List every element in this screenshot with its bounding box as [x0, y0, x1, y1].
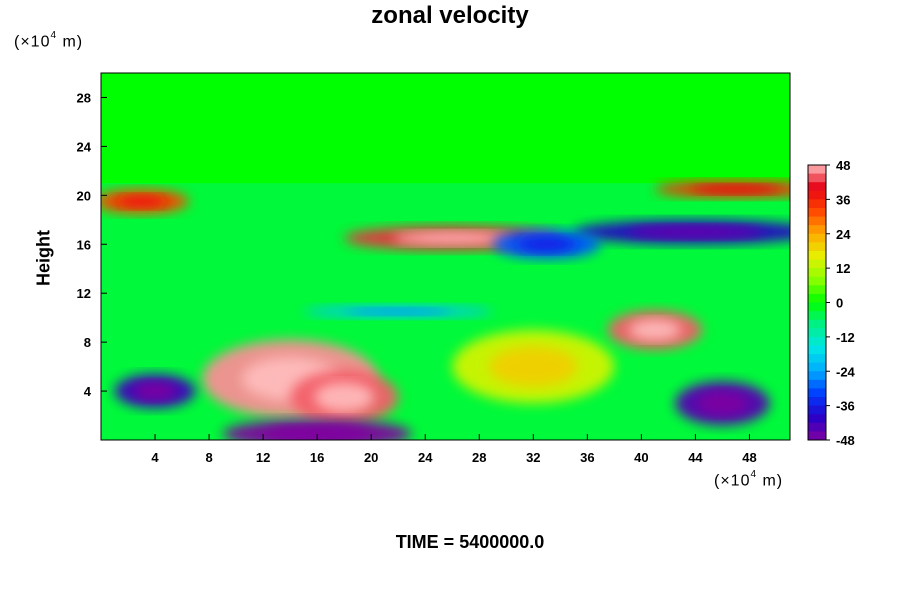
- colorbar-segment: [808, 285, 826, 295]
- colorbar-tick-label: 12: [836, 261, 850, 276]
- colorbar-segment: [808, 182, 826, 192]
- x-tick-label: 40: [634, 450, 648, 465]
- colorbar-segment: [808, 336, 826, 346]
- x-tick-label: 48: [742, 450, 756, 465]
- x-tick-label: 12: [256, 450, 270, 465]
- y-unit-label: (×104 m): [14, 30, 84, 51]
- x-tick-label: 16: [310, 450, 324, 465]
- colorbar-segment: [808, 354, 826, 364]
- velocity-feature-core: [115, 194, 168, 209]
- colorbar-segment: [808, 405, 826, 415]
- x-tick-label: 8: [205, 450, 212, 465]
- colorbar-segment: [808, 379, 826, 389]
- colorbar-segment: [808, 328, 826, 338]
- velocity-feature-core: [517, 236, 577, 253]
- colorbar-segment: [808, 165, 826, 175]
- colorbar-tick-label: -12: [836, 330, 855, 345]
- colorbar-segment: [808, 397, 826, 407]
- y-tick-label: 8: [84, 335, 91, 350]
- colorbar-segment: [808, 225, 826, 235]
- x-tick-label: 28: [472, 450, 486, 465]
- colorbar-segment: [808, 268, 826, 278]
- velocity-feature-core: [628, 319, 681, 341]
- y-tick-label: 28: [77, 90, 91, 105]
- time-label: TIME = 5400000.0: [395, 532, 545, 552]
- colorbar-tick-label: 36: [836, 192, 850, 207]
- velocity-feature-core: [691, 184, 781, 194]
- colorbar-tick-label: 48: [836, 158, 850, 173]
- y-tick-label: 20: [77, 188, 91, 203]
- x-tick-label: 4: [151, 450, 159, 465]
- colorbar-segment: [808, 293, 826, 303]
- x-unit-label: (×104 m): [714, 469, 784, 490]
- x-tick-label: 36: [580, 450, 594, 465]
- x-tick-label: 24: [418, 450, 433, 465]
- y-tick-label: 16: [77, 237, 91, 252]
- y-tick-label: 12: [77, 286, 91, 301]
- colorbar-segment: [808, 371, 826, 381]
- velocity-feature-core: [488, 346, 578, 387]
- velocity-feature-core: [314, 382, 374, 412]
- velocity-feature-core: [346, 308, 451, 315]
- colorbar-segment: [808, 388, 826, 398]
- velocity-feature-core: [392, 231, 512, 245]
- colorbar-segment: [808, 199, 826, 209]
- colorbar-segment: [808, 242, 826, 252]
- colorbar-segment: [808, 345, 826, 355]
- colorbar-tick-label: -48: [836, 433, 855, 448]
- colorbar-segment: [808, 190, 826, 200]
- plot-frame: [100, 72, 791, 441]
- colorbar-segment: [808, 233, 826, 243]
- colorbar-segment: [808, 311, 826, 321]
- colorbar: 48 36 24 12 0 -12 -24 -36 -48: [807, 158, 856, 448]
- chart-title: zonal velocity: [371, 2, 529, 29]
- colorbar-segment: [808, 362, 826, 372]
- velocity-feature-core: [132, 381, 178, 401]
- velocity-feature-core: [628, 225, 763, 239]
- colorbar-segment: [808, 276, 826, 286]
- velocity-feature-core: [696, 391, 749, 416]
- colorbar-segment: [808, 302, 826, 312]
- colorbar-segment: [808, 319, 826, 329]
- colorbar-segment: [808, 431, 826, 441]
- colorbar-tick-label: -36: [836, 399, 855, 414]
- colorbar-tick-label: -24: [836, 364, 856, 379]
- colorbar-tick-label: 0: [836, 296, 843, 311]
- colorbar-segment: [808, 259, 826, 269]
- plot-area: [101, 73, 790, 440]
- x-tick-label: 32: [526, 450, 540, 465]
- colorbar-segment: [808, 414, 826, 424]
- y-tick-label: 4: [84, 384, 92, 399]
- x-tick-label: 44: [688, 450, 703, 465]
- colorbar-segment: [808, 422, 826, 432]
- colorbar-segment: [808, 250, 826, 261]
- colorbar-segment: [808, 173, 826, 183]
- y-tick-label: 24: [77, 139, 92, 154]
- colorbar-tick-label: 24: [836, 227, 851, 242]
- colorbar-segment: [808, 207, 826, 218]
- velocity-feature-core: [265, 425, 370, 440]
- x-tick-label: 20: [364, 450, 378, 465]
- colorbar-segment: [808, 216, 826, 226]
